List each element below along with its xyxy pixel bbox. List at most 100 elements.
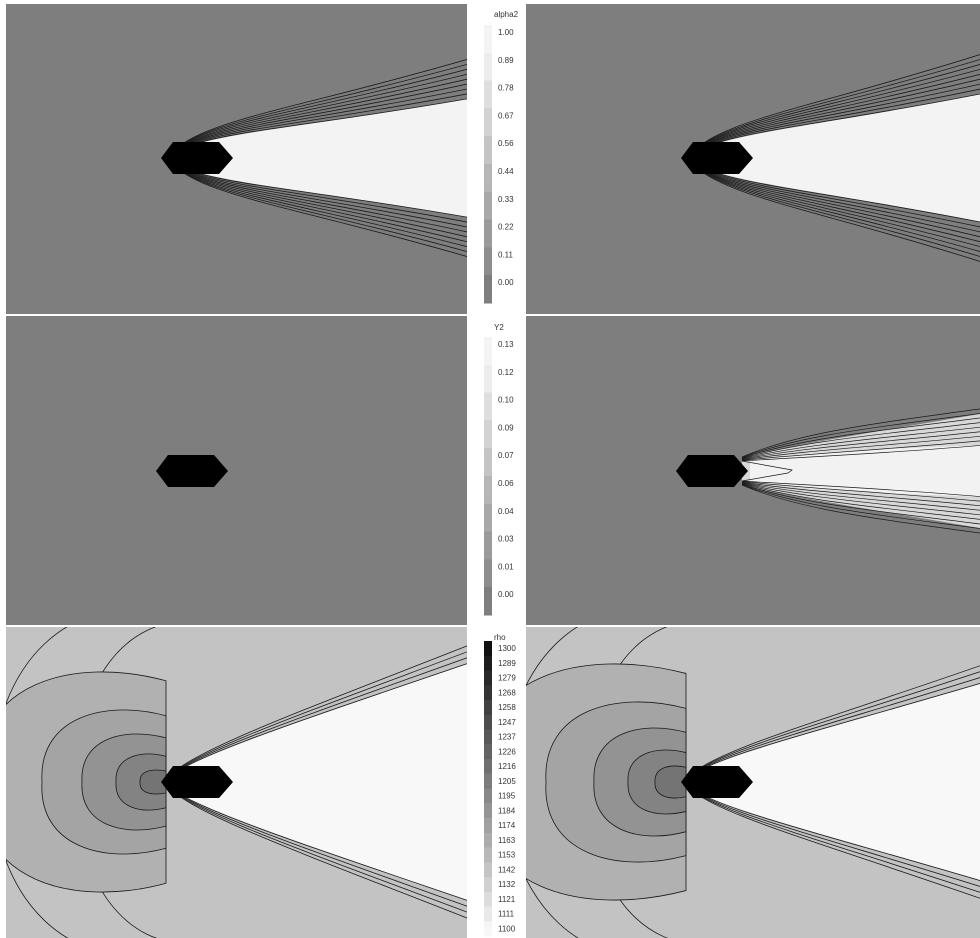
colorbar-tick-label: 1195 <box>498 792 516 801</box>
colorbar-swatch <box>484 219 492 248</box>
volume-fraction-plume <box>167 98 467 218</box>
colorbar-swatch <box>484 52 492 82</box>
colorbar-swatch <box>484 759 492 775</box>
colorbar-swatch <box>484 364 492 394</box>
colorbar-tick-label: 1205 <box>498 777 516 786</box>
colorbar-swatch <box>484 531 492 560</box>
contour-line <box>741 484 980 534</box>
colorbar-swatch <box>484 503 492 533</box>
colorbar-tick-label: 1216 <box>498 762 516 771</box>
contour-line <box>741 445 980 462</box>
projectile-body <box>161 766 233 798</box>
colorbar-tick-label: 1289 <box>498 659 516 668</box>
colorbar-tick-label: 0.56 <box>498 139 514 148</box>
projectile-body <box>681 142 753 174</box>
colorbar-tick-label: 1153 <box>498 851 516 860</box>
volume-fraction-plume <box>687 93 980 223</box>
colorbar-swatch <box>484 832 492 848</box>
colorbar-swatch <box>484 714 492 730</box>
contour-line <box>741 408 980 458</box>
panel-background <box>6 316 467 625</box>
row-separator <box>0 314 980 316</box>
colorbar-swatch <box>484 670 492 686</box>
projectile-body <box>156 455 228 487</box>
colorbar-swatch <box>484 700 492 716</box>
contour-line <box>741 417 980 459</box>
contour-line <box>741 435 980 461</box>
colorbar-tick-label: 0.13 <box>498 340 514 349</box>
colorbar-tick-label: 1226 <box>498 747 516 756</box>
colorbar-tick-label: 0.67 <box>498 111 514 120</box>
colorbar-swatch <box>484 559 492 588</box>
colorbar-tick-label: 1121 <box>498 895 516 904</box>
colorbar-swatch <box>484 448 492 477</box>
contour-line <box>741 440 980 461</box>
y2-colorbar: Y2 0.13 0.12 0.10 0.09 0.07 0.06 0.04 0.03 0.01 0.… <box>484 323 514 616</box>
colorbar-title: alpha2 <box>494 10 519 19</box>
colorbar-tick-label: 0.09 <box>498 423 514 432</box>
alpha2-colorbar: alpha2 1.00 0.89 0.78 0.67 0.56 0.44 0.33 0.22 0.… <box>484 10 519 304</box>
colorbar-tick-label: 0.89 <box>498 56 514 65</box>
colorbar-tick-label: 1142 <box>498 865 516 874</box>
rho-colorbar: rho 1300 1289 1279 1268 1258 1247 1237 1226 1216 1… <box>484 633 516 937</box>
y2-contour-panel-right <box>526 316 980 625</box>
density-plume <box>162 663 467 901</box>
colorbar-swatch <box>484 136 492 165</box>
colorbar-tick-label: 0.10 <box>498 396 514 405</box>
colorbar-tick-label: 0.04 <box>498 507 514 516</box>
colorbar-swatch <box>484 891 492 907</box>
contour-line <box>741 481 980 502</box>
colorbar-swatch <box>484 80 492 109</box>
contour-line <box>741 482 980 516</box>
colorbar-swatch <box>484 729 492 745</box>
colorbar-tick-label: 0.11 <box>498 250 514 259</box>
alpha2-contour-panel-left <box>6 4 467 314</box>
colorbar-tick-label: 0.22 <box>498 223 514 232</box>
colorbar-tick-label: 0.06 <box>498 479 514 488</box>
colorbar-swatch <box>484 788 492 804</box>
row-separator <box>0 625 980 627</box>
mass-fraction-core <box>750 445 980 497</box>
contour-line <box>741 484 980 529</box>
colorbar-title: Y2 <box>494 323 504 332</box>
contour-line <box>741 422 980 459</box>
colorbar-swatch <box>484 247 492 276</box>
colorbar-tick-label: 0.78 <box>498 84 514 93</box>
contour-line <box>741 413 980 458</box>
colorbar-swatch <box>484 108 492 137</box>
colorbar-swatch <box>484 847 492 863</box>
contour-line <box>741 460 793 482</box>
colorbar-tick-label: 0.33 <box>498 195 514 204</box>
contour-line <box>741 482 980 511</box>
colorbar-swatch <box>484 818 492 834</box>
colorbar-swatch <box>484 392 492 421</box>
contour-line <box>741 480 980 497</box>
alpha2-contour-panel-right <box>526 4 980 314</box>
colorbar-swatch <box>484 476 492 505</box>
y2-contour-panel-left <box>6 316 467 625</box>
colorbar-swatch <box>484 164 492 193</box>
contour-line <box>741 426 980 460</box>
colorbar-swatch <box>484 906 492 922</box>
colorbar-swatch <box>484 877 492 893</box>
colorbar-swatch <box>484 337 492 366</box>
colorbar-tick-label: 1247 <box>498 718 516 727</box>
colorbar-tick-label: 0.07 <box>498 451 514 460</box>
density-ring <box>139 769 167 795</box>
colorbar-tick-label: 0.03 <box>498 535 514 544</box>
colorbar-title: rho <box>494 633 506 642</box>
density-ring <box>654 765 687 799</box>
colorbar-tick-label: 1132 <box>498 880 516 889</box>
colorbar-swatch <box>484 420 492 449</box>
colorbar-swatch <box>484 921 492 937</box>
colorbar-tick-label: 1.00 <box>498 28 514 37</box>
colorbar-tick-label: 0.00 <box>498 278 514 287</box>
colorbar-tick-label: 1268 <box>498 688 516 697</box>
contour-line <box>741 483 980 525</box>
colorbar-tick-label: 1111 <box>498 910 515 919</box>
contour-line <box>741 431 980 460</box>
colorbar-tick-label: 1279 <box>498 674 516 683</box>
colorbar-swatch <box>484 587 492 616</box>
rho-contour-panel-right <box>526 627 980 938</box>
